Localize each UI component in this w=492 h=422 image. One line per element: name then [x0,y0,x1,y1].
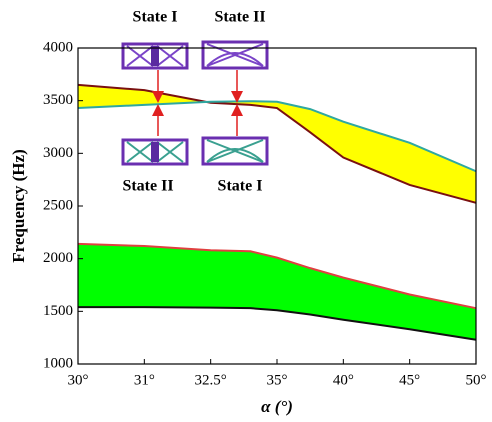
y-axis-label: Frequency (Hz) [9,149,28,262]
x-axis-label: α (°) [261,397,293,416]
y-tick-label: 1000 [43,355,73,371]
annotation: State II [122,178,173,195]
annotation: State II [214,9,265,26]
structure-icon [123,140,187,164]
page: Frequency (Hz) α (°) 1000 1500 2000 2500 300… [0,0,492,422]
structure-icon [203,138,267,164]
y-tick-label: 1500 [43,303,73,319]
y-tick-label: 3000 [43,145,73,161]
x-tick-label: 31° [134,372,155,388]
x-tick-label: 35° [267,372,288,388]
annotation: State I [218,178,263,195]
y-tick-label: 2000 [43,250,73,266]
x-tick-label: 32.5° [195,372,227,388]
x-tick-label: 30° [68,372,89,388]
x-tick-label: 40° [333,372,354,388]
x-tick-label: 45° [399,372,420,388]
y-tick-label: 3500 [43,92,73,108]
chart: Frequency (Hz) α (°) 1000 1500 2000 2500 300… [0,0,492,422]
structure-icon [203,42,267,68]
x-tick-label: 50° [466,372,487,388]
y-tick-label: 2500 [43,197,73,213]
annotation: State I [133,9,178,26]
y-tick-label: 4000 [43,39,73,55]
